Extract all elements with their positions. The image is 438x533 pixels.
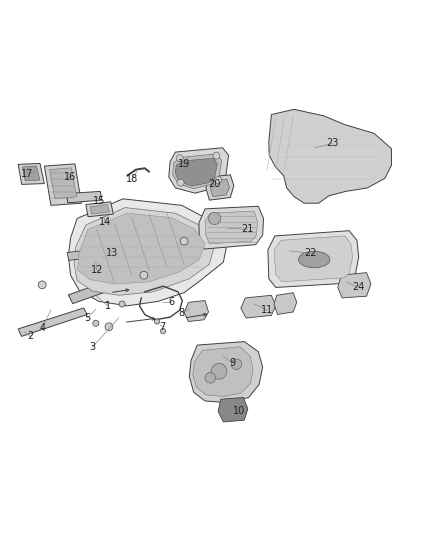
Text: 13: 13	[106, 247, 118, 257]
Polygon shape	[189, 342, 263, 403]
Polygon shape	[274, 236, 353, 282]
Text: 4: 4	[39, 322, 45, 333]
Polygon shape	[68, 199, 228, 306]
Text: 21: 21	[241, 224, 254, 235]
Polygon shape	[44, 164, 81, 205]
Text: 11: 11	[261, 305, 273, 315]
Circle shape	[208, 212, 221, 224]
Text: 7: 7	[159, 322, 166, 332]
Text: 5: 5	[84, 313, 90, 323]
Polygon shape	[269, 109, 392, 203]
Polygon shape	[74, 207, 215, 295]
Text: 24: 24	[353, 282, 365, 293]
Circle shape	[105, 323, 113, 330]
Circle shape	[176, 155, 183, 161]
Circle shape	[205, 373, 215, 383]
Polygon shape	[97, 243, 120, 251]
Text: 22: 22	[304, 248, 317, 259]
Ellipse shape	[298, 251, 330, 268]
Text: 17: 17	[21, 169, 33, 179]
Text: 20: 20	[208, 180, 221, 189]
Circle shape	[38, 281, 46, 289]
Polygon shape	[205, 211, 258, 244]
Text: 1: 1	[105, 301, 111, 311]
Circle shape	[211, 364, 227, 379]
Text: 19: 19	[178, 159, 190, 169]
Polygon shape	[199, 206, 264, 249]
Polygon shape	[49, 168, 77, 199]
Polygon shape	[18, 164, 44, 184]
Circle shape	[140, 271, 148, 279]
Text: 15: 15	[93, 196, 105, 206]
Text: 6: 6	[168, 297, 174, 308]
Text: 12: 12	[91, 265, 103, 275]
Circle shape	[180, 237, 188, 245]
Circle shape	[160, 328, 166, 334]
Circle shape	[154, 319, 159, 324]
Polygon shape	[22, 166, 40, 181]
Polygon shape	[218, 398, 248, 422]
Circle shape	[213, 152, 220, 159]
Circle shape	[215, 176, 222, 183]
Text: 18: 18	[126, 174, 138, 184]
Text: 14: 14	[99, 217, 112, 227]
Polygon shape	[66, 191, 102, 203]
Polygon shape	[78, 213, 205, 284]
Polygon shape	[175, 158, 217, 186]
Text: 23: 23	[326, 139, 339, 148]
Text: 3: 3	[89, 342, 95, 352]
Polygon shape	[268, 231, 359, 287]
Circle shape	[177, 179, 184, 186]
Text: 2: 2	[27, 332, 34, 341]
Polygon shape	[274, 293, 297, 314]
Polygon shape	[67, 249, 98, 261]
Polygon shape	[68, 282, 110, 304]
Text: 8: 8	[179, 308, 185, 318]
Polygon shape	[173, 154, 222, 189]
Polygon shape	[338, 272, 371, 298]
Polygon shape	[193, 347, 253, 397]
Text: 9: 9	[229, 358, 235, 368]
Circle shape	[231, 359, 242, 369]
Circle shape	[119, 301, 125, 307]
Text: 10: 10	[233, 406, 245, 416]
Polygon shape	[98, 253, 113, 263]
Polygon shape	[90, 205, 110, 214]
Polygon shape	[206, 175, 234, 200]
Polygon shape	[18, 308, 87, 336]
Polygon shape	[210, 179, 230, 197]
Polygon shape	[184, 301, 208, 321]
Polygon shape	[241, 295, 276, 318]
Polygon shape	[86, 202, 113, 217]
Text: 16: 16	[64, 172, 77, 182]
Polygon shape	[169, 148, 229, 193]
Circle shape	[93, 320, 99, 326]
